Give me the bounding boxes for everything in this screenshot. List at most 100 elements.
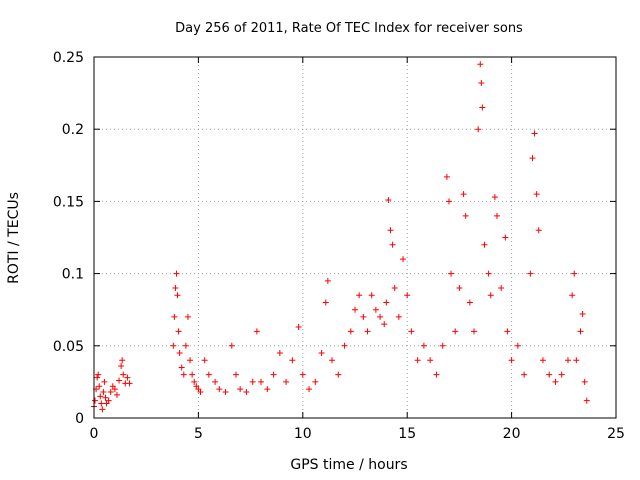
- data-point: [577, 328, 584, 335]
- x-tick-label: 0: [90, 426, 99, 442]
- data-point: [579, 311, 586, 318]
- data-point: [395, 313, 402, 320]
- data-point: [189, 371, 196, 378]
- data-point: [498, 285, 505, 292]
- data-point: [102, 394, 109, 401]
- data-point: [439, 342, 446, 349]
- data-point: [111, 386, 118, 393]
- data-point: [377, 313, 384, 320]
- data-point: [581, 378, 588, 385]
- data-point: [527, 270, 534, 277]
- data-point: [404, 292, 411, 299]
- data-point: [101, 378, 108, 385]
- data-point: [475, 126, 482, 133]
- data-point: [408, 328, 415, 335]
- data-point: [372, 306, 379, 313]
- x-tick-label: 10: [294, 426, 312, 442]
- data-point: [105, 397, 112, 404]
- data-point: [381, 321, 388, 328]
- data-point: [452, 328, 459, 335]
- data-point: [97, 393, 104, 400]
- data-point: [126, 380, 133, 387]
- data-point: [456, 285, 463, 292]
- data-point: [120, 371, 127, 378]
- data-point: [182, 342, 189, 349]
- data-point: [264, 386, 271, 393]
- axis-tick-labels: 0 5 10 15 20 25 0 0.05 0.1 0.15 0.2 0.25: [53, 50, 625, 442]
- data-point: [173, 270, 180, 277]
- y-axis-label: ROTI / TECUs: [6, 192, 22, 284]
- data-point: [306, 386, 313, 393]
- data-point: [312, 378, 319, 385]
- data-point: [493, 212, 500, 219]
- data-point: [216, 386, 223, 393]
- data-point: [400, 256, 407, 263]
- data-point: [347, 328, 354, 335]
- data-point: [433, 371, 440, 378]
- data-point: [322, 299, 329, 306]
- data-point: [324, 277, 331, 284]
- data-point: [178, 364, 185, 371]
- data-point: [477, 61, 484, 68]
- data-point: [92, 397, 99, 404]
- data-point: [184, 313, 191, 320]
- data-point: [98, 400, 105, 407]
- data-point: [364, 328, 371, 335]
- data-point: [119, 357, 126, 364]
- data-point: [383, 299, 390, 306]
- data-point: [341, 342, 348, 349]
- data-point: [356, 292, 363, 299]
- data-point: [502, 234, 509, 241]
- data-point: [283, 378, 290, 385]
- data-point: [521, 371, 528, 378]
- data-point: [228, 342, 235, 349]
- data-point: [176, 350, 183, 357]
- data-point: [205, 371, 212, 378]
- y-tick-label: 0.05: [53, 339, 84, 355]
- data-point: [445, 198, 452, 205]
- data-point: [118, 363, 125, 370]
- data-point: [99, 406, 106, 413]
- data-point: [546, 371, 553, 378]
- y-tick-label: 0: [75, 411, 84, 427]
- y-tick-label: 0.1: [62, 267, 84, 283]
- data-point: [289, 357, 296, 364]
- data-point: [352, 306, 358, 313]
- data-point: [335, 371, 342, 378]
- data-point: [448, 270, 455, 277]
- data-point: [514, 342, 521, 349]
- y-tick-label: 0.15: [53, 194, 84, 210]
- data-point: [187, 357, 194, 364]
- data-point: [96, 383, 103, 390]
- data-point: [249, 378, 256, 385]
- data-point: [571, 270, 578, 277]
- data-point: [232, 371, 239, 378]
- data-point: [299, 371, 306, 378]
- data-point: [295, 324, 302, 331]
- data-point: [172, 285, 179, 292]
- data-point: [569, 292, 576, 299]
- data-point: [360, 313, 367, 320]
- data-point: [243, 389, 250, 396]
- x-tick-label: 5: [194, 426, 203, 442]
- data-point: [552, 378, 559, 385]
- data-point: [487, 292, 494, 299]
- data-point: [237, 386, 244, 393]
- data-point: [389, 241, 396, 248]
- data-point: [420, 342, 427, 349]
- data-point: [460, 191, 467, 198]
- data-point: [197, 389, 204, 396]
- data-point: [318, 350, 325, 357]
- data-point: [212, 378, 219, 385]
- data-point: [222, 389, 229, 396]
- plot-frame: [93, 56, 617, 419]
- data-point: [95, 371, 102, 378]
- data-point: [535, 227, 542, 234]
- data-point: [558, 371, 565, 378]
- x-tick-label: 15: [398, 426, 416, 442]
- data-point: [107, 389, 114, 396]
- data-point: [479, 104, 486, 111]
- data-point: [170, 342, 177, 349]
- data-point: [368, 292, 375, 299]
